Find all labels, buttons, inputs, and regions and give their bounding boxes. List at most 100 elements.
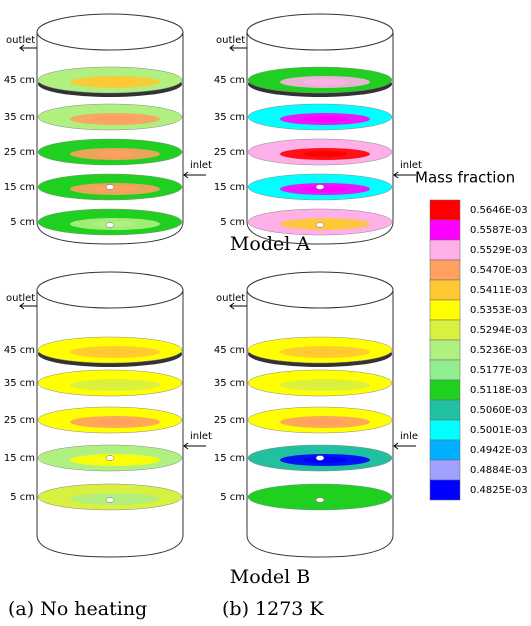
tank-body [36,32,184,245]
level-label: 25 cm [4,147,35,158]
disc-contour [303,151,347,157]
outlet-label: outlet [6,293,35,304]
pipe-hole [315,497,325,503]
legend-label: 0.5529E-03 [470,245,528,256]
legend-label: 0.5118E-03 [470,385,528,396]
legend-label: 0.5236E-03 [470,345,528,356]
pipe-hole [315,222,325,228]
legend-label: 0.4942E-03 [470,445,528,456]
inlet-label: inlet [190,160,212,171]
pipe-hole [105,497,115,503]
legend-swatch [429,339,461,361]
disc-contour [93,457,137,463]
disc-contour [93,186,137,192]
pipe-hole [105,222,115,228]
level-label: 35 cm [4,378,35,389]
legend-swatch [429,439,461,461]
disc-contour [93,496,137,502]
tank-body [246,32,394,245]
level-label: 35 cm [214,112,245,123]
level-label: 35 cm [4,112,35,123]
legend-label: 0.5001E-03 [470,425,528,436]
inlet-label: inlet [400,160,422,171]
disc-contour [93,151,137,157]
legend-swatch [429,359,461,381]
model-label: Model A [230,233,310,255]
disc-contour [93,221,137,227]
legend-label: 0.5294E-03 [470,325,528,336]
disc-contour [303,79,347,85]
disc-contour [303,457,347,463]
pipe-hole [315,455,325,461]
outlet-label: outlet [216,35,245,46]
pipe-hole [105,184,115,190]
inlet-arrow [393,442,416,450]
tank-top [36,271,184,309]
disc-contour [93,349,137,355]
disc-contour [303,382,347,388]
outlet-arrow [19,44,37,52]
legend-swatch [429,299,461,321]
legend-swatch [429,459,461,481]
level-label: 35 cm [214,378,245,389]
level-label: 15 cm [214,182,245,193]
legend-swatch [429,279,461,301]
disc-contour [303,349,347,355]
legend-label: 0.5060E-03 [470,405,528,416]
disc-contour [303,221,347,227]
legend-label: 0.5411E-03 [470,285,528,296]
disc-contour [93,382,137,388]
inlet-label: inle [400,431,418,442]
inlet-arrow [393,171,416,179]
outlet-arrow [229,302,247,310]
legend-label: 0.5646E-03 [470,205,528,216]
level-label: 15 cm [214,453,245,464]
disc-contour [93,79,137,85]
legend-swatch [429,259,461,281]
caption: (a) No heating [8,598,147,620]
level-label: 45 cm [4,75,35,86]
legend-swatch [429,479,461,501]
inlet-arrow [183,171,206,179]
level-label: 45 cm [214,75,245,86]
legend-label: 0.5587E-03 [470,225,528,236]
legend-title: Mass fraction [415,169,515,187]
inlet-label: inlet [190,431,212,442]
tank-top [246,13,394,51]
disc-contour [93,116,137,122]
level-label: 25 cm [214,147,245,158]
legend-swatch [429,199,461,221]
legend-swatch [429,419,461,441]
outlet-arrow [229,44,247,52]
legend-label: 0.5470E-03 [470,265,528,276]
caption: (b) 1273 K [222,598,324,620]
outlet-arrow [19,302,37,310]
level-label: 5 cm [10,217,35,228]
tank-top [246,271,394,309]
level-label: 15 cm [4,182,35,193]
legend-label: 0.4825E-03 [470,485,528,496]
legend-swatch [429,319,461,341]
legend-swatch [429,239,461,261]
tank-top [36,13,184,51]
inlet-arrow [183,442,206,450]
level-label: 45 cm [4,345,35,356]
outlet-label: outlet [216,293,245,304]
legend-label: 0.5353E-03 [470,305,528,316]
pipe-hole [105,455,115,461]
disc-contour [93,419,137,425]
level-label: 15 cm [4,453,35,464]
level-label: 25 cm [4,415,35,426]
model-label: Model B [230,566,310,588]
disc-contour [303,186,347,192]
level-label: 5 cm [10,492,35,503]
tank-body [36,290,184,558]
level-label: 25 cm [214,415,245,426]
legend-swatch [429,399,461,421]
pipe-hole [315,184,325,190]
level-label: 5 cm [220,217,245,228]
level-label: 5 cm [220,492,245,503]
tank-body [246,290,394,558]
legend-label: 0.5177E-03 [470,365,528,376]
